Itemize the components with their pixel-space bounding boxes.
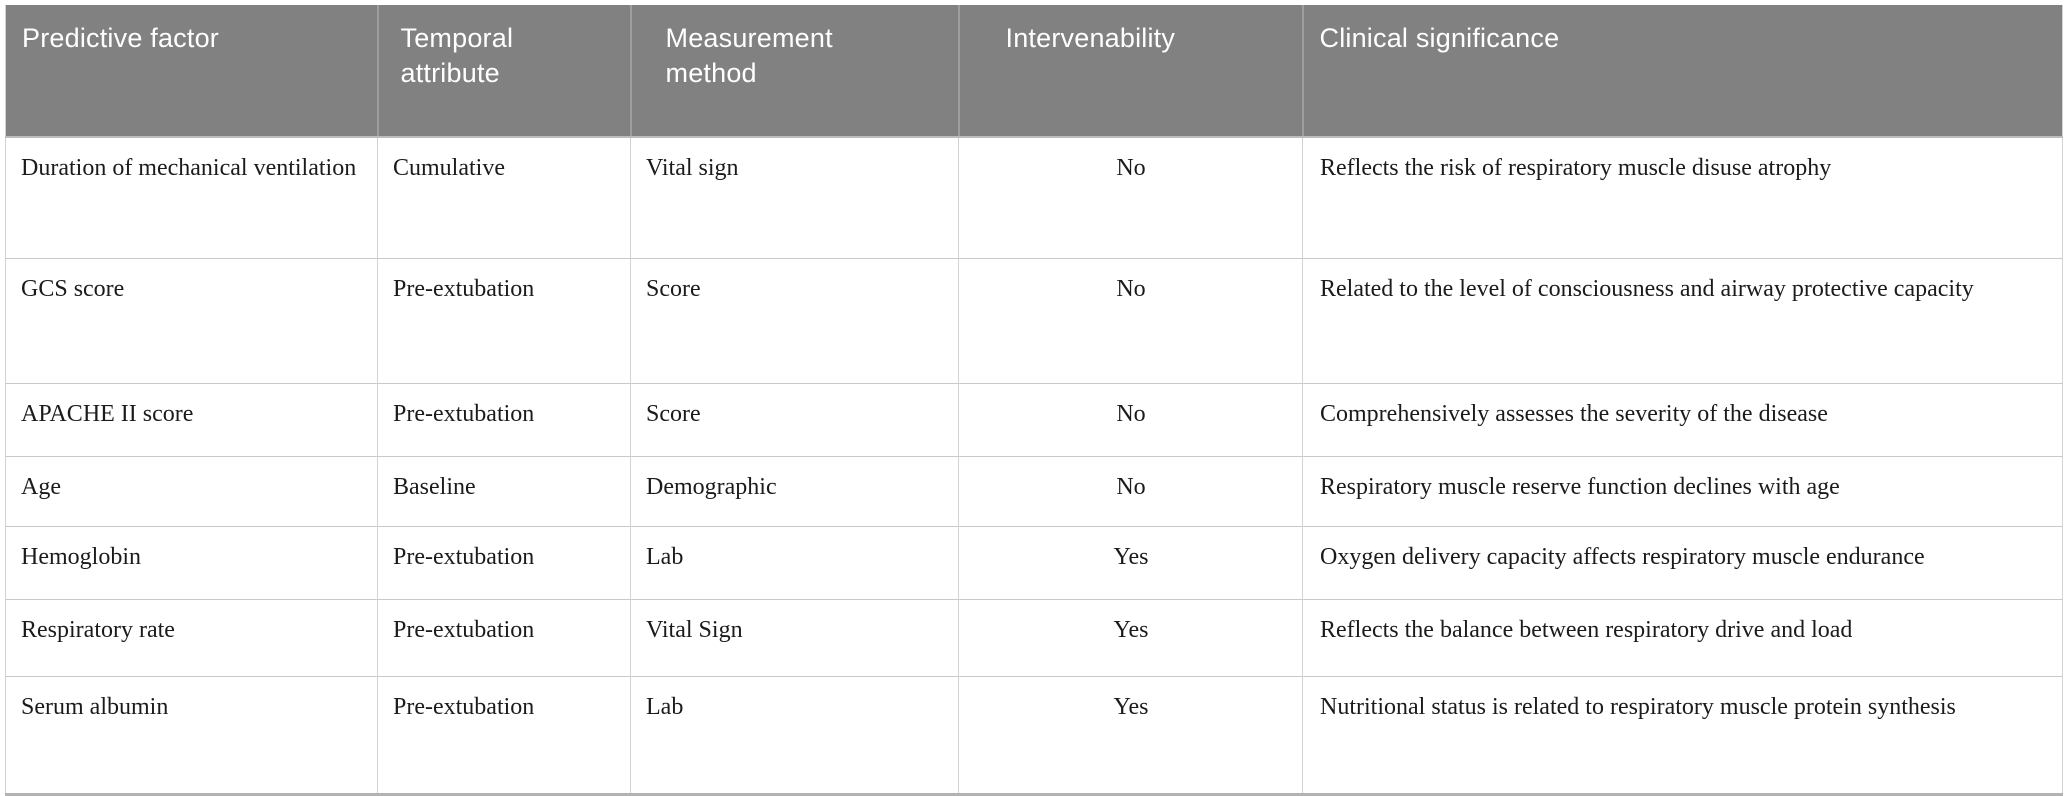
cell-temporal: Pre-extubation	[377, 599, 631, 677]
cell-method: Score	[630, 383, 959, 457]
predictive-factors-table-container: Predictive factor Temporal attribute Mea…	[5, 5, 2063, 796]
header-row: Predictive factor Temporal attribute Mea…	[5, 5, 2063, 138]
cell-temporal: Pre-extubation	[377, 258, 631, 384]
cell-significance: Oxygen delivery capacity affects respira…	[1302, 526, 2063, 600]
cell-factor: Respiratory rate	[5, 599, 378, 677]
cell-intervenability: Yes	[958, 599, 1303, 677]
cell-intervenability: No	[958, 137, 1303, 259]
cell-significance: Reflects the risk of respiratory muscle …	[1302, 137, 2063, 259]
header-label: Predictive factor	[22, 23, 219, 53]
table-body: Duration of mechanical ventilation Cumul…	[5, 137, 2063, 795]
cell-method: Vital sign	[630, 137, 959, 259]
cell-intervenability: Yes	[958, 526, 1303, 600]
cell-temporal: Cumulative	[377, 137, 631, 259]
header-clinical-significance: Clinical significance	[1301, 5, 2063, 138]
cell-method: Score	[630, 258, 959, 384]
cell-factor: GCS score	[5, 258, 378, 384]
cell-factor: APACHE II score	[5, 383, 378, 457]
header-label: Temporal attribute	[400, 23, 514, 88]
header-measurement-method: Measurement method	[629, 5, 959, 138]
cell-method: Lab	[630, 526, 959, 600]
cell-significance: Respiratory muscle reserve function decl…	[1302, 456, 2063, 527]
table-row: Respiratory rate Pre-extubation Vital Si…	[5, 599, 2063, 677]
cell-factor: Duration of mechanical ventilation	[21, 155, 357, 181]
cell-significance: Reflects the balance between respiratory…	[1302, 599, 2063, 677]
header-label: Intervenability	[1005, 23, 1176, 53]
table-row: Duration of mechanical ventilation Cumul…	[6, 137, 2063, 259]
cell-intervenability: No	[958, 456, 1303, 527]
cell-intervenability: No	[958, 383, 1303, 457]
header-intervenability: Intervenability	[957, 5, 1303, 138]
table-header: Predictive factor Temporal attribute Mea…	[5, 5, 2063, 138]
cell-temporal: Pre-extubation	[377, 383, 631, 457]
table-row: Serum albumin Pre-extubation Lab Yes Nut…	[5, 676, 2063, 795]
cell-significance: Related to the level of consciousness an…	[1302, 258, 2063, 384]
cell-temporal: Pre-extubation	[377, 676, 631, 795]
cell-factor: Age	[5, 456, 378, 527]
cell-significance: Nutritional status is related to respira…	[1302, 676, 2063, 795]
header-label: Measurement method	[665, 23, 833, 88]
cell-temporal: Pre-extubation	[377, 526, 631, 600]
cell-factor: Hemoglobin	[5, 526, 378, 600]
cell-method: Vital Sign	[630, 599, 959, 677]
table-row: GCS score Pre-extubation Score No Relate…	[5, 258, 2063, 384]
header-temporal-attribute: Temporal attribute	[376, 5, 631, 138]
table-row: APACHE II score Pre-extubation Score No …	[5, 383, 2063, 457]
header-label: Clinical significance	[1319, 23, 1560, 53]
table-row: Hemoglobin Pre-extubation Lab Yes Oxygen…	[5, 526, 2063, 600]
cell-intervenability: No	[958, 258, 1303, 384]
cell-temporal: Baseline	[377, 456, 631, 527]
predictive-factors-table: Predictive factor Temporal attribute Mea…	[5, 5, 2063, 796]
cell-intervenability: Yes	[958, 676, 1303, 795]
header-predictive-factor: Predictive factor	[5, 5, 378, 138]
table-row: Age Baseline Demographic No Respiratory …	[5, 456, 2063, 527]
cell-factor: Serum albumin	[5, 676, 378, 795]
cell-method: Lab	[630, 676, 959, 795]
cell-method: Demographic	[630, 456, 959, 527]
cell-significance: Comprehensively assesses the severity of…	[1302, 383, 2063, 457]
